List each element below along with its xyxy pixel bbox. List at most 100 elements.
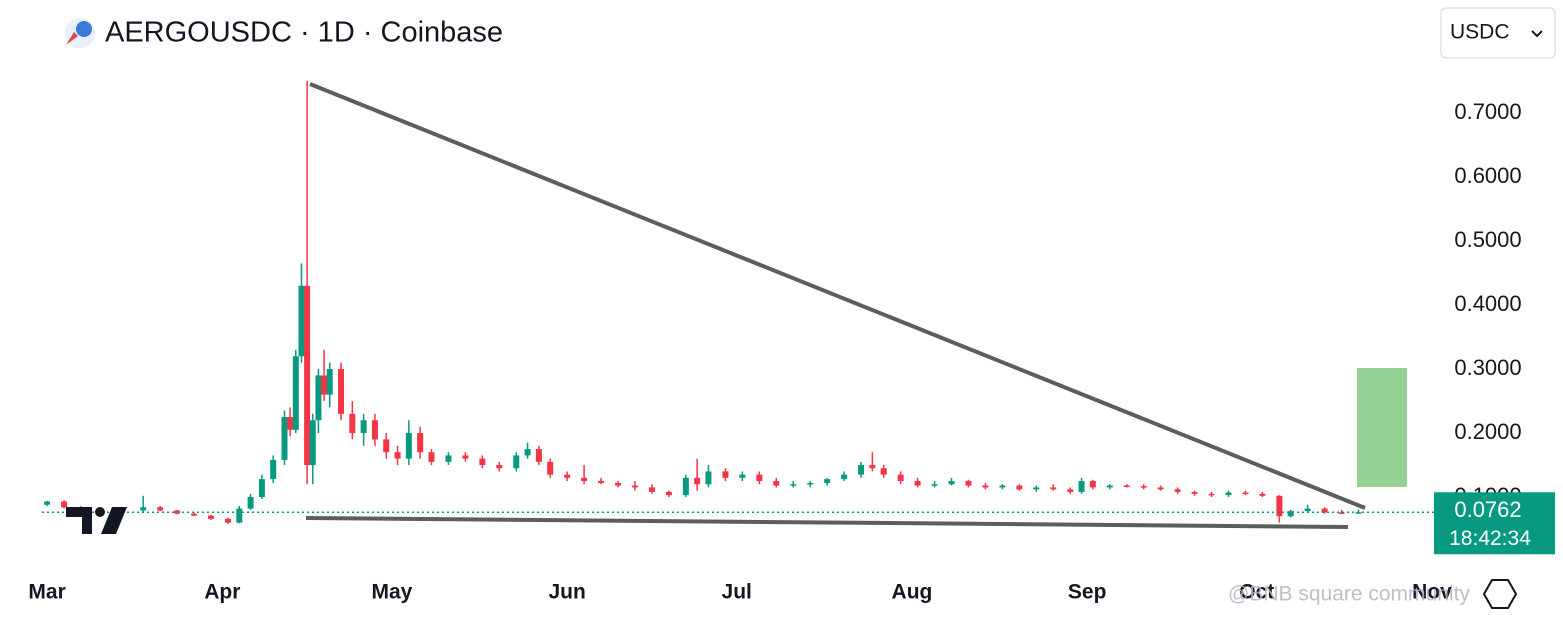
candle-body	[1157, 487, 1164, 490]
x-tick-label: Nov	[1412, 581, 1452, 604]
currency-label[interactable]: USDC	[1450, 21, 1510, 44]
candle-body	[1016, 485, 1023, 490]
candle-body	[705, 471, 712, 485]
candle-body	[1242, 492, 1249, 495]
candle-body	[1078, 481, 1085, 492]
candle-body	[965, 481, 972, 486]
y-tick-label: 0.5000	[1454, 227, 1521, 252]
candle-body	[1276, 495, 1283, 517]
candle-body	[479, 458, 486, 466]
y-tick-label: 0.7000	[1454, 99, 1521, 124]
candle-body	[258, 479, 265, 498]
candle-body	[394, 452, 401, 459]
candle-body	[292, 356, 299, 430]
candle-body	[326, 369, 333, 395]
drawings	[305, 82, 1407, 529]
x-tick-label: Mar	[28, 581, 65, 604]
candle-body	[287, 417, 294, 430]
candle-body	[247, 497, 254, 509]
candle-body	[547, 461, 554, 475]
candle-body	[914, 481, 921, 486]
y-tick-label: 0.4000	[1454, 291, 1521, 316]
candle-body	[1225, 492, 1232, 496]
x-tick-label: Sep	[1068, 581, 1107, 604]
candle-body	[1174, 489, 1181, 492]
candle-body	[756, 474, 763, 482]
y-tick-label: 0.6000	[1454, 163, 1521, 188]
y-tick-label: 0.2000	[1454, 419, 1521, 444]
candle-body	[1106, 485, 1113, 488]
watermark-group: @BNB square community	[1228, 579, 1518, 609]
candle-body	[564, 474, 571, 478]
candle-body	[304, 285, 311, 466]
candle-body	[360, 420, 367, 434]
candle-body	[858, 465, 865, 475]
currency-select[interactable]: USDC	[1440, 7, 1556, 59]
candle-body	[694, 477, 701, 485]
candle-body	[739, 474, 746, 478]
candle-body	[270, 459, 277, 480]
tv-logo	[66, 507, 127, 534]
candle-body	[191, 513, 198, 516]
candle-body	[631, 485, 638, 488]
candle-body	[1321, 508, 1328, 513]
candle-body	[428, 452, 435, 462]
candle-body	[648, 487, 655, 492]
candle-body	[682, 477, 689, 496]
candle-body	[1287, 511, 1294, 517]
candle-body	[140, 507, 147, 511]
candle-body	[405, 433, 412, 459]
candle-body	[462, 455, 469, 459]
candle-body	[931, 484, 938, 486]
candle-body	[999, 485, 1006, 488]
x-tick-label: Jun	[548, 581, 585, 604]
candle-body	[1259, 493, 1266, 496]
axes: 0.10000.20000.30000.40000.50000.60000.70…	[28, 99, 1555, 604]
candle-body	[496, 465, 503, 469]
candle-body	[1304, 508, 1311, 512]
candle-body	[948, 481, 955, 485]
x-tick-label: Apr	[204, 581, 240, 604]
candle-body	[982, 485, 989, 488]
target-box	[1357, 368, 1407, 487]
candle-body	[790, 484, 797, 486]
candle-body	[1067, 489, 1074, 492]
chart-title: AERGOUSDC · 1D · Coinbase	[105, 17, 503, 49]
candle-body	[773, 481, 780, 486]
candle-body	[321, 375, 328, 395]
candle-body	[44, 501, 51, 505]
candle-body	[281, 417, 288, 460]
symbol-icon	[65, 18, 95, 48]
candle-body	[841, 474, 848, 480]
y-tick-label: 0.3000	[1454, 355, 1521, 380]
candle-body	[665, 491, 672, 496]
watermark: @BNB square community	[1228, 583, 1470, 606]
candle-body	[1191, 491, 1198, 494]
candle-body	[338, 369, 345, 414]
candle-body	[157, 507, 164, 511]
candle-body	[1050, 487, 1057, 490]
candle-body	[1089, 481, 1096, 488]
candle-body	[535, 449, 542, 462]
x-tick-label: Jul	[722, 581, 752, 604]
price-box-bg	[1434, 492, 1555, 555]
candle-body	[349, 413, 356, 434]
x-tick-label: Oct	[1239, 581, 1274, 604]
candle-body	[236, 508, 243, 523]
candle-body	[445, 455, 452, 462]
candle-body	[615, 482, 622, 486]
candle-body	[224, 518, 231, 523]
candle-body	[513, 455, 520, 469]
price-box: 0.0762 18:42:34	[1434, 492, 1555, 555]
candle-body	[1123, 485, 1130, 488]
candle-body	[722, 471, 729, 478]
candle-body	[807, 482, 814, 485]
candle-body	[824, 479, 831, 483]
candle-body	[1140, 486, 1147, 488]
candle-body	[208, 515, 215, 519]
candle-body	[1033, 487, 1040, 490]
candle-body	[581, 477, 588, 482]
price-label: 0.0762	[1454, 497, 1521, 522]
